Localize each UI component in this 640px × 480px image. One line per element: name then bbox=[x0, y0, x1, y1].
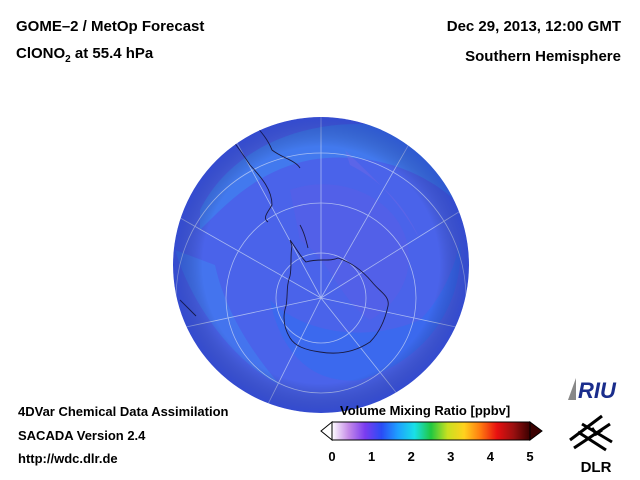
colorbar-tick-4: 4 bbox=[486, 449, 495, 464]
footer-line1: 4DVar Chemical Data Assimilation bbox=[18, 404, 229, 419]
colorbar-tick-0: 0 bbox=[328, 449, 336, 464]
dlr-logo-text: DLR bbox=[581, 459, 612, 476]
species-level: at 55.4 hPa bbox=[70, 45, 154, 62]
riu-logo: RIU bbox=[568, 378, 617, 403]
dlr-logo-mark bbox=[569, 414, 613, 452]
dlr-logo: DLR bbox=[569, 414, 613, 476]
colorbar-over-arrow bbox=[529, 421, 543, 441]
colorbar-tick-2: 2 bbox=[407, 449, 415, 464]
colorbar-gradient bbox=[331, 421, 531, 441]
colorbar-title: Volume Mixing Ratio [ppbv] bbox=[340, 403, 511, 418]
footer-url[interactable]: http://wdc.dlr.de bbox=[18, 451, 118, 466]
map-title: GOME–2 / MetOp Forecast bbox=[16, 18, 205, 35]
species-subscript: 2 bbox=[65, 54, 71, 65]
colorbar bbox=[320, 420, 543, 442]
hemisphere-label: Southern Hemisphere bbox=[465, 48, 621, 65]
colorbar-under-arrow bbox=[320, 420, 333, 442]
footer-line2: SACADA Version 2.4 bbox=[18, 428, 146, 443]
riu-logo-mark bbox=[568, 378, 576, 400]
species-label: ClONO2 at 55.4 hPa bbox=[16, 45, 153, 65]
riu-logo-text: RIU bbox=[578, 378, 617, 403]
colorbar-tick-3: 3 bbox=[447, 449, 455, 464]
species-main: ClONO bbox=[16, 45, 66, 62]
colorbar-tick-1: 1 bbox=[367, 449, 376, 464]
forecast-date: Dec 29, 2013, 12:00 GMT bbox=[446, 18, 621, 35]
colorbar-tick-5: 5 bbox=[526, 449, 534, 464]
